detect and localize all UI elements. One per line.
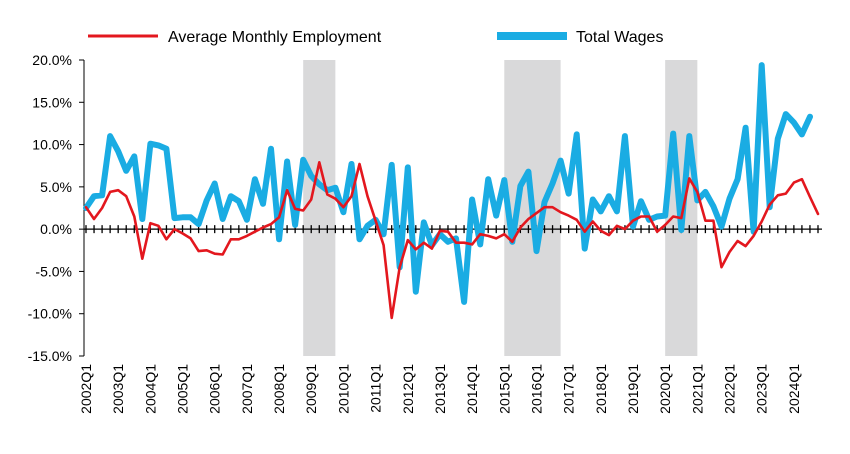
x-tick-label: 2022Q1	[722, 364, 738, 414]
x-tick-label: 2014Q1	[464, 364, 480, 414]
y-axis: 20.0% 15.0% 10.0% 5.0% 0.0% -5.0% -10.0% -15.0%	[28, 52, 85, 364]
x-tick-label: 2018Q1	[593, 364, 609, 414]
y-tick-label: 0.0%	[40, 221, 72, 237]
x-tick-label: 2002Q1	[78, 364, 94, 414]
x-tick-label: 2020Q1	[657, 364, 673, 414]
x-tick-label: 2015Q1	[496, 364, 512, 414]
x-tick-label: 2003Q1	[110, 364, 126, 414]
y-tick-label: 10.0%	[32, 137, 72, 153]
x-tick-label: 2021Q1	[689, 364, 705, 414]
x-tick-label: 2010Q1	[335, 364, 351, 414]
x-tick-label: 2007Q1	[239, 364, 255, 414]
y-tick-label: -5.0%	[35, 263, 72, 279]
x-axis: 2002Q1 2003Q1 2004Q1 2005Q1 2006Q1 2007Q1 2008…	[78, 364, 802, 414]
recession-band-0	[303, 60, 336, 356]
y-tick-label: 5.0%	[40, 179, 72, 195]
x-tick-label: 2019Q1	[625, 364, 641, 414]
series-line-1	[83, 62, 813, 305]
x-tick-label: 2006Q1	[207, 364, 223, 414]
x-tick-label: 2004Q1	[142, 364, 158, 414]
y-tick-label: 20.0%	[32, 52, 72, 68]
x-tick-label: 2017Q1	[561, 364, 577, 414]
x-tick-label: 2011Q1	[368, 364, 384, 413]
y-tick-label: 15.0%	[32, 94, 72, 110]
x-tick-label: 2024Q1	[786, 364, 802, 414]
x-tick-label: 2023Q1	[754, 364, 770, 414]
series-line-0	[84, 161, 820, 320]
legend-label-employment: Average Monthly Employment	[168, 29, 382, 46]
x-tick-label: 2012Q1	[400, 364, 416, 414]
x-tick-label: 2013Q1	[432, 364, 448, 414]
series-lines	[83, 62, 820, 320]
zero-axis	[84, 225, 822, 234]
y-tick-label: -10.0%	[28, 306, 72, 322]
legend: Average Monthly Employment Total Wages	[88, 29, 663, 46]
x-tick-label: 2008Q1	[271, 364, 287, 414]
x-tick-label: 2005Q1	[175, 364, 191, 414]
legend-label-wages: Total Wages	[576, 29, 663, 46]
y-tick-label: -15.0%	[28, 348, 72, 364]
x-tick-label: 2009Q1	[303, 364, 319, 414]
x-tick-label: 2016Q1	[528, 364, 544, 414]
